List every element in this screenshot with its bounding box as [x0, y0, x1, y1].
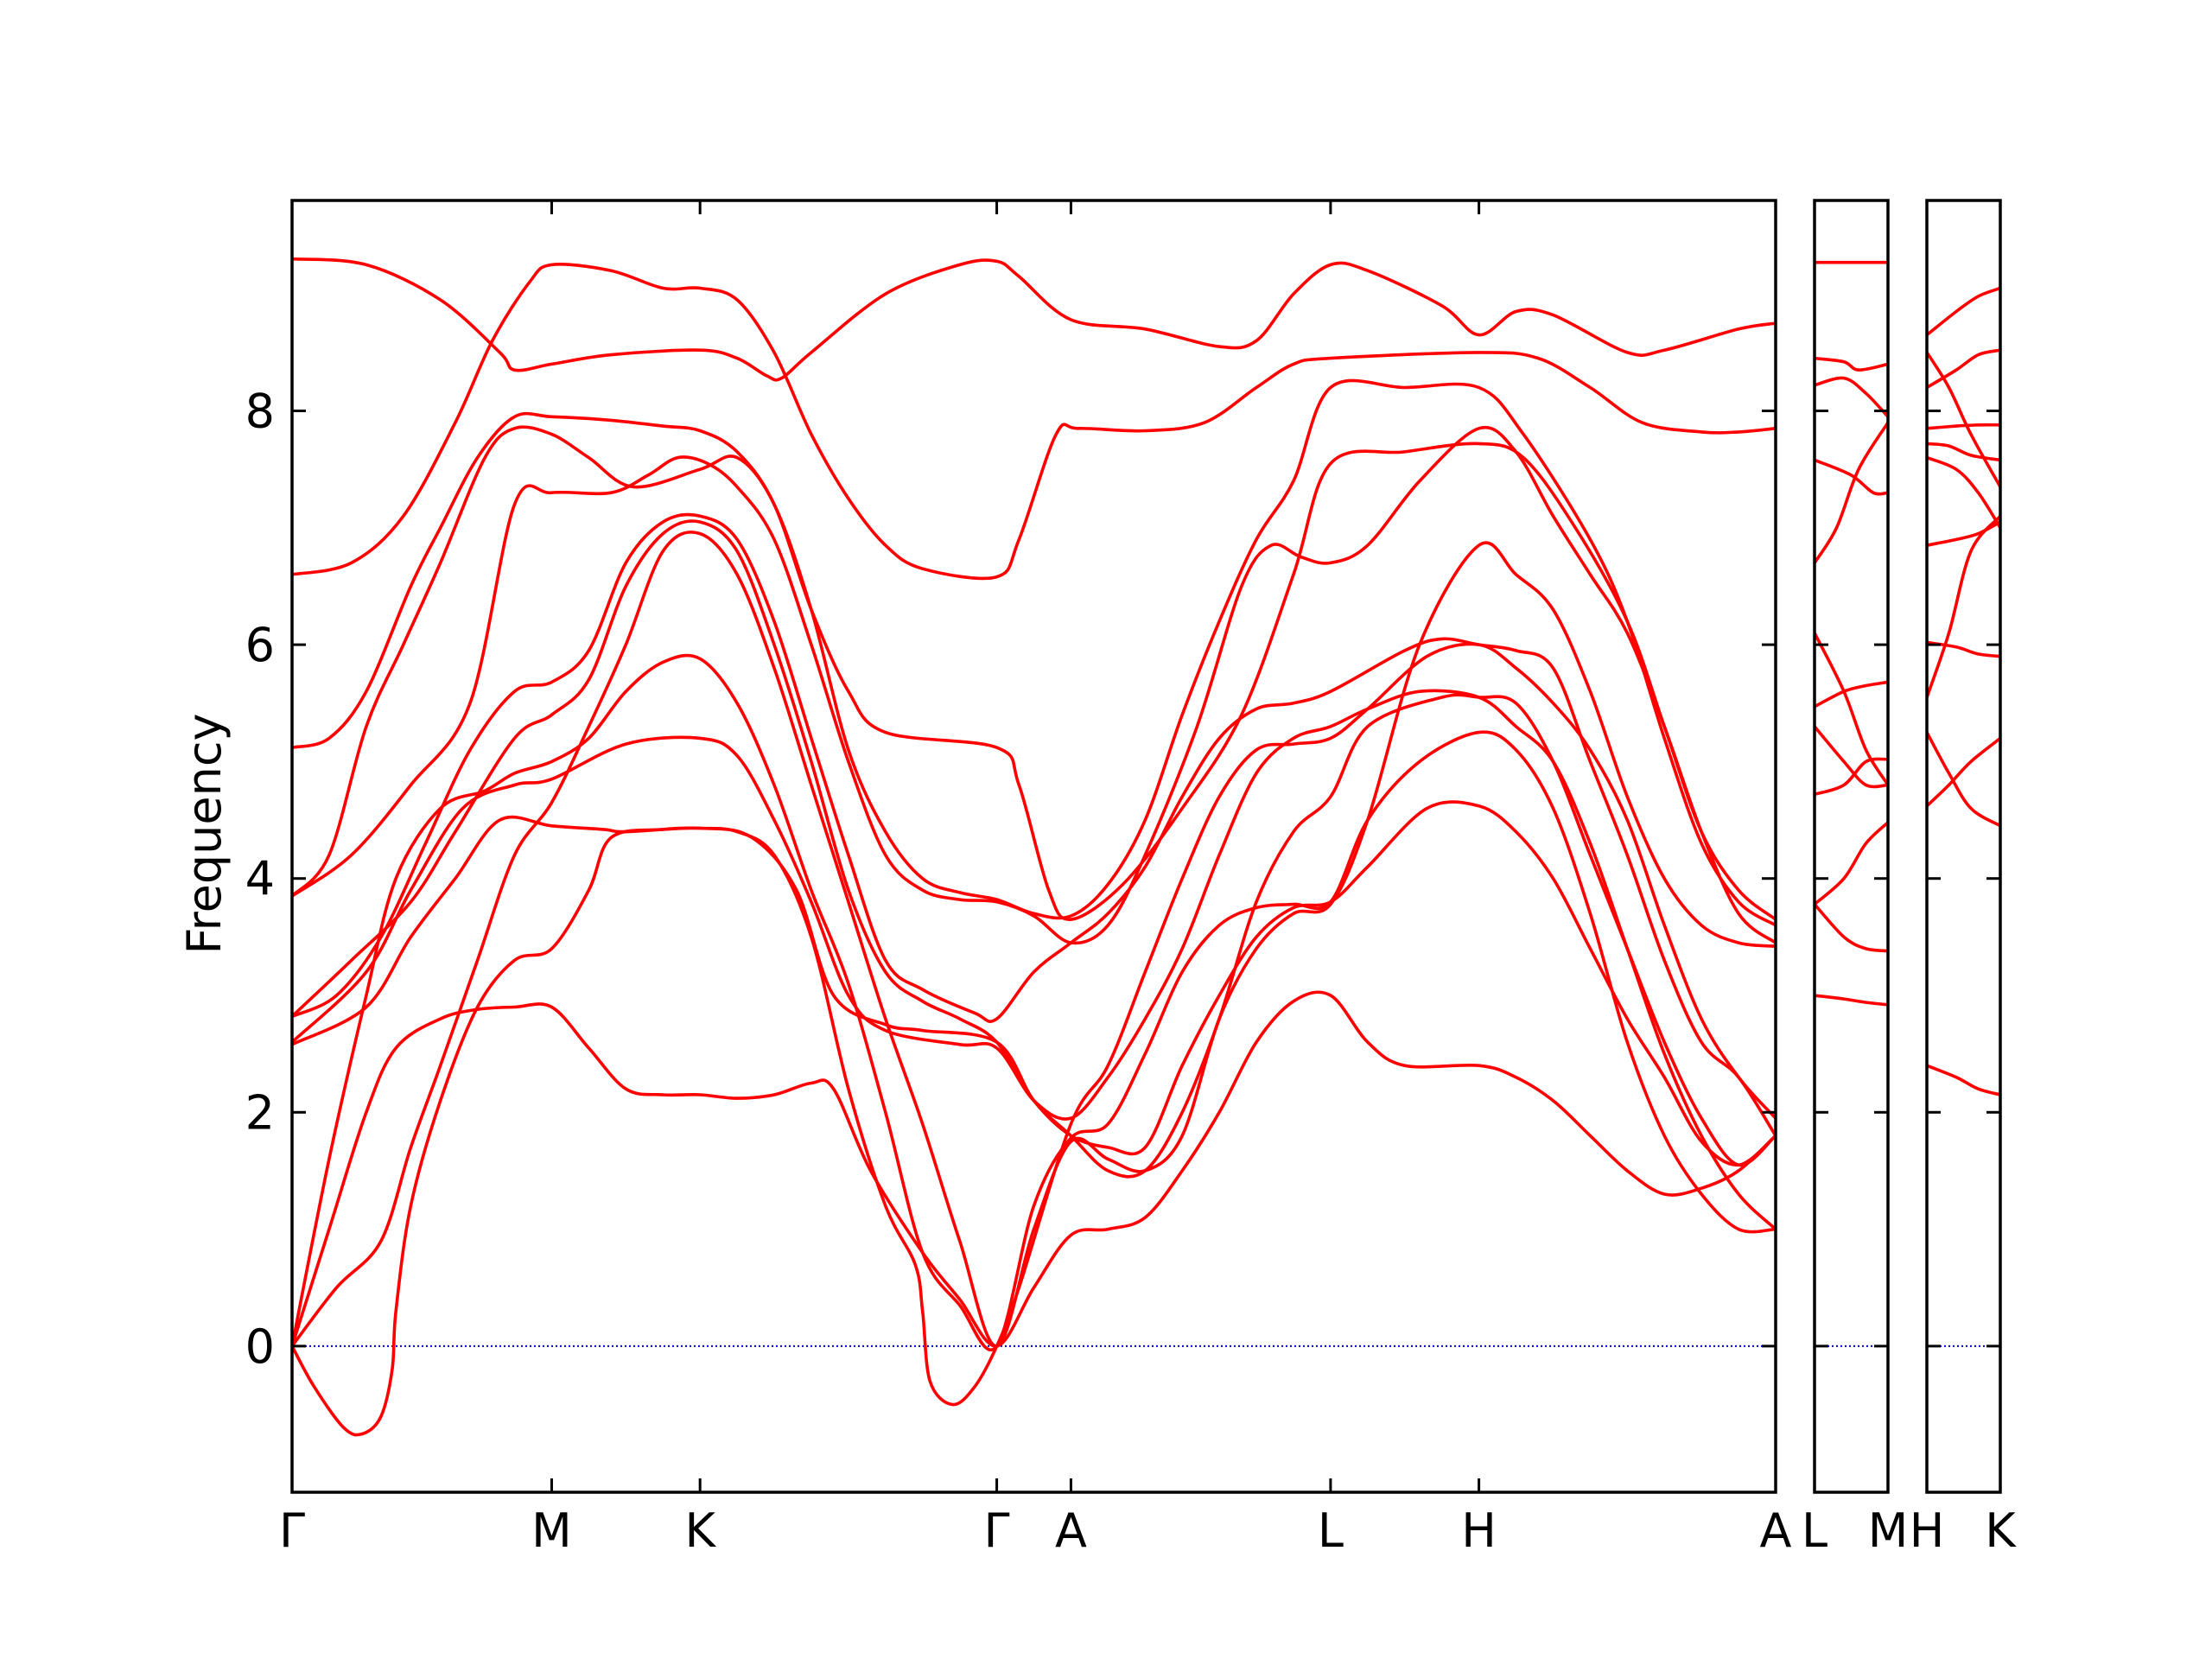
band-10: [1927, 730, 2000, 828]
band-12: [1927, 1064, 2000, 1096]
band-11: [1927, 736, 2000, 808]
panel-frame: [1925, 199, 2002, 1494]
y-axis-label: Frequency: [177, 714, 232, 955]
band-5: [292, 425, 1776, 945]
band-9: [292, 800, 1776, 1167]
band-6: [292, 512, 1776, 1138]
band-3: [292, 411, 1776, 921]
band-5: [1927, 442, 2000, 462]
panel-frame: [1813, 199, 1890, 1494]
band-4: [1815, 458, 1888, 496]
band-7: [1927, 520, 2000, 547]
x-tick-label: H: [1910, 1503, 1945, 1558]
band-13: [292, 531, 1776, 1348]
band-3: [1927, 351, 2000, 489]
y-tick-label: 2: [245, 1085, 275, 1140]
band-11: [1815, 902, 1888, 953]
y-tick-label: 4: [245, 852, 275, 906]
band-12: [292, 642, 1776, 1437]
band-6: [1815, 631, 1888, 787]
band-1: [1927, 286, 2000, 337]
band-4: [1927, 423, 2000, 430]
band-1: [292, 257, 1776, 382]
band-group: [1815, 260, 1888, 1007]
band-5: [1815, 421, 1888, 565]
x-tick-label: Γ: [279, 1503, 305, 1558]
x-tick-label: A: [1055, 1503, 1087, 1558]
band-3: [1815, 376, 1888, 419]
band-group: [1927, 286, 2000, 1096]
band-8: [1815, 725, 1888, 789]
band-2: [292, 263, 1776, 581]
band-9: [1815, 757, 1888, 797]
band-12: [1815, 994, 1888, 1007]
x-tick-label: M: [1868, 1503, 1909, 1558]
panel-frame: [290, 199, 1777, 1494]
band-10: [1815, 821, 1888, 906]
band-7: [292, 519, 1776, 1179]
x-tick-label: A: [1760, 1503, 1792, 1558]
x-tick-label: K: [1985, 1503, 2017, 1558]
band-8: [1927, 514, 2000, 699]
band-2: [1815, 356, 1888, 372]
x-tick-label: M: [531, 1503, 572, 1558]
x-tick-label: H: [1461, 1503, 1497, 1558]
x-tick-label: L: [1802, 1503, 1827, 1558]
x-tick-label: L: [1318, 1503, 1344, 1558]
y-tick-label: 0: [245, 1319, 275, 1374]
y-tick-label: 6: [245, 618, 275, 672]
y-tick-label: 8: [245, 385, 275, 439]
band-7: [1815, 680, 1888, 709]
x-tick-label: K: [684, 1503, 716, 1558]
band-group: [292, 257, 1776, 1437]
band-2: [1927, 348, 2000, 390]
band-10: [292, 990, 1776, 1348]
band-6: [1927, 455, 2000, 530]
band-8: [292, 689, 1776, 1231]
x-tick-label: Γ: [984, 1503, 1010, 1558]
